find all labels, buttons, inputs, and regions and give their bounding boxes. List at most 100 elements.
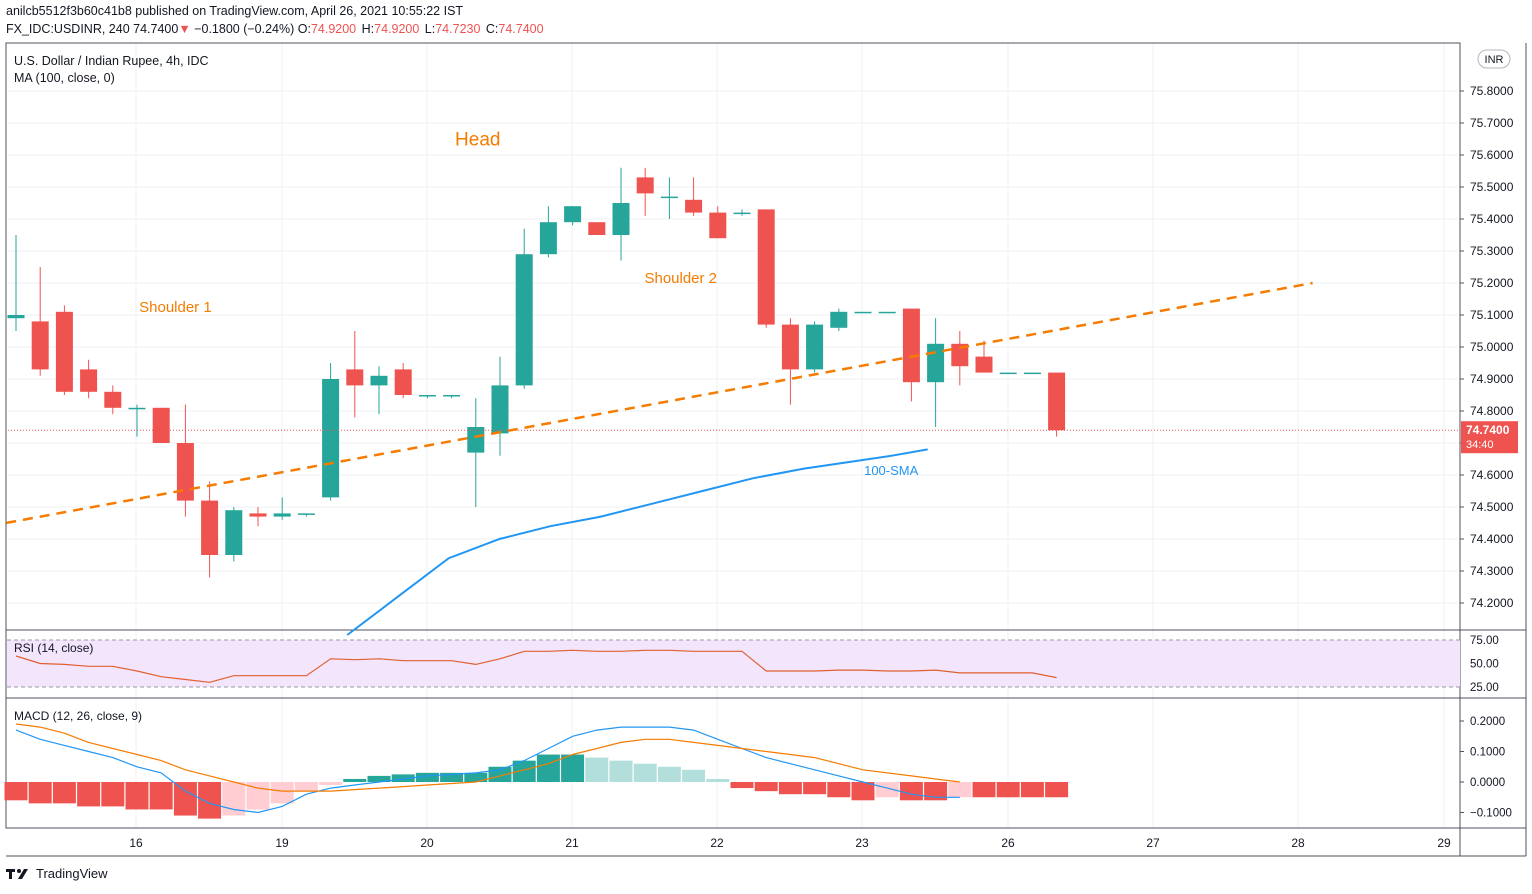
macd-y-tick-label: −0.1000 (1470, 808, 1512, 820)
candle (539, 206, 557, 258)
grid-lines (8, 43, 1460, 828)
candle (370, 366, 388, 415)
candle-body (201, 500, 219, 555)
macd-histogram-bar (1020, 782, 1044, 798)
candles (7, 167, 1066, 578)
candle (346, 331, 364, 418)
macd-histogram-bar (851, 782, 875, 801)
annotation-100-sma: 100-SMA (864, 463, 919, 478)
annotation-shoulder-1: Shoulder 1 (139, 299, 212, 316)
macd-histogram-bar (899, 782, 923, 801)
macd-histogram-bar (343, 778, 367, 782)
candle (806, 321, 824, 373)
macd-histogram-bar (754, 782, 778, 792)
candle-body (636, 177, 654, 194)
low-label: L: (424, 22, 436, 36)
macd-line (15, 726, 960, 814)
low-value: 74.7230 (435, 22, 481, 36)
candle-body (55, 311, 73, 392)
candle (878, 311, 896, 314)
macd-histogram-bar (294, 782, 318, 792)
x-tick-label: 20 (420, 836, 434, 850)
price-tag-box (1461, 421, 1518, 454)
candle-body (176, 443, 194, 501)
candle-body (806, 324, 824, 370)
macd-histogram-bar (585, 757, 609, 782)
candle-body (346, 369, 364, 386)
macd-histogram-bar (609, 760, 633, 782)
candle (176, 404, 194, 517)
candle (225, 507, 243, 562)
candle-body (685, 199, 703, 213)
candle-body (322, 379, 340, 498)
x-tick-label: 19 (275, 836, 289, 850)
macd-histogram-bar (4, 782, 28, 801)
candle (685, 177, 703, 216)
high-value: 74.9200 (374, 22, 420, 36)
open-label: O: (297, 22, 311, 36)
candle (104, 385, 122, 415)
candle-body (830, 311, 848, 328)
last-price: 74.7400 (133, 22, 179, 36)
currency-label: INR (1485, 54, 1504, 66)
y-tick-label: 74.8000 (1470, 404, 1514, 418)
candle-body (249, 513, 267, 517)
y-tick-label: 74.5000 (1470, 500, 1514, 514)
symbol: FX_IDC:USDINR, 240 (6, 22, 130, 36)
macd-histogram-bar (972, 782, 996, 798)
y-tick-label: 74.4000 (1470, 532, 1514, 546)
x-tick-label: 16 (129, 836, 143, 850)
candle (564, 206, 582, 226)
x-tick-label: 22 (710, 836, 724, 850)
candle (491, 356, 509, 456)
y-tick-label: 74.6000 (1470, 468, 1514, 482)
rsi-line (15, 649, 1057, 683)
candle (951, 331, 969, 386)
candle (443, 395, 461, 399)
candle-body (491, 385, 509, 434)
candle-body (902, 308, 920, 383)
macd-histogram-bar (803, 782, 827, 795)
y-tick-label: 75.3000 (1470, 244, 1514, 258)
y-tick-label: 75.4000 (1470, 212, 1514, 226)
y-tick-label: 75.5000 (1470, 180, 1514, 194)
macd-histogram-bar (367, 775, 391, 782)
x-tick-label: 23 (855, 836, 869, 850)
macd-histogram-bar (778, 782, 802, 795)
candle (757, 209, 775, 328)
tradingview-footer[interactable]: TradingView (6, 866, 108, 881)
candle (612, 167, 630, 261)
macd-histogram-bar (222, 782, 246, 816)
macd-histogram-bar (198, 782, 222, 819)
y-tick-label: 75.6000 (1470, 148, 1514, 162)
rsi-legend: RSI (14, close) (14, 641, 93, 655)
rsi-band (7, 640, 1460, 687)
plot-frame (5, 42, 1461, 829)
y-tick-label: 74.2000 (1470, 596, 1514, 610)
macd-histogram-bar (1045, 782, 1069, 798)
candle (31, 267, 49, 376)
tradingview-logo-icon (6, 868, 28, 879)
close-value: 74.7400 (498, 22, 544, 36)
macd-histogram-bar (101, 782, 125, 807)
candle (55, 305, 73, 395)
macd-histogram-bar (149, 782, 173, 810)
candle (781, 318, 799, 405)
candle-body (467, 427, 485, 453)
candle-body (709, 212, 727, 239)
y-tick-label: 75.8000 (1470, 84, 1514, 98)
macd-histogram-bar (391, 774, 415, 782)
candle (854, 311, 872, 314)
y-tick-label: 74.3000 (1470, 564, 1514, 578)
macd-histogram-bar (706, 778, 730, 782)
x-tick-label: 21 (565, 836, 579, 850)
candle (80, 359, 98, 399)
candle-body (564, 206, 582, 223)
macd-y-tick-label: 0.0000 (1470, 777, 1505, 789)
candle (394, 363, 412, 399)
rsi-y-tick-label: 50.00 (1470, 659, 1499, 671)
candle-body (152, 407, 170, 443)
candle (902, 308, 920, 402)
down-arrow-icon: ▼ (178, 22, 191, 36)
